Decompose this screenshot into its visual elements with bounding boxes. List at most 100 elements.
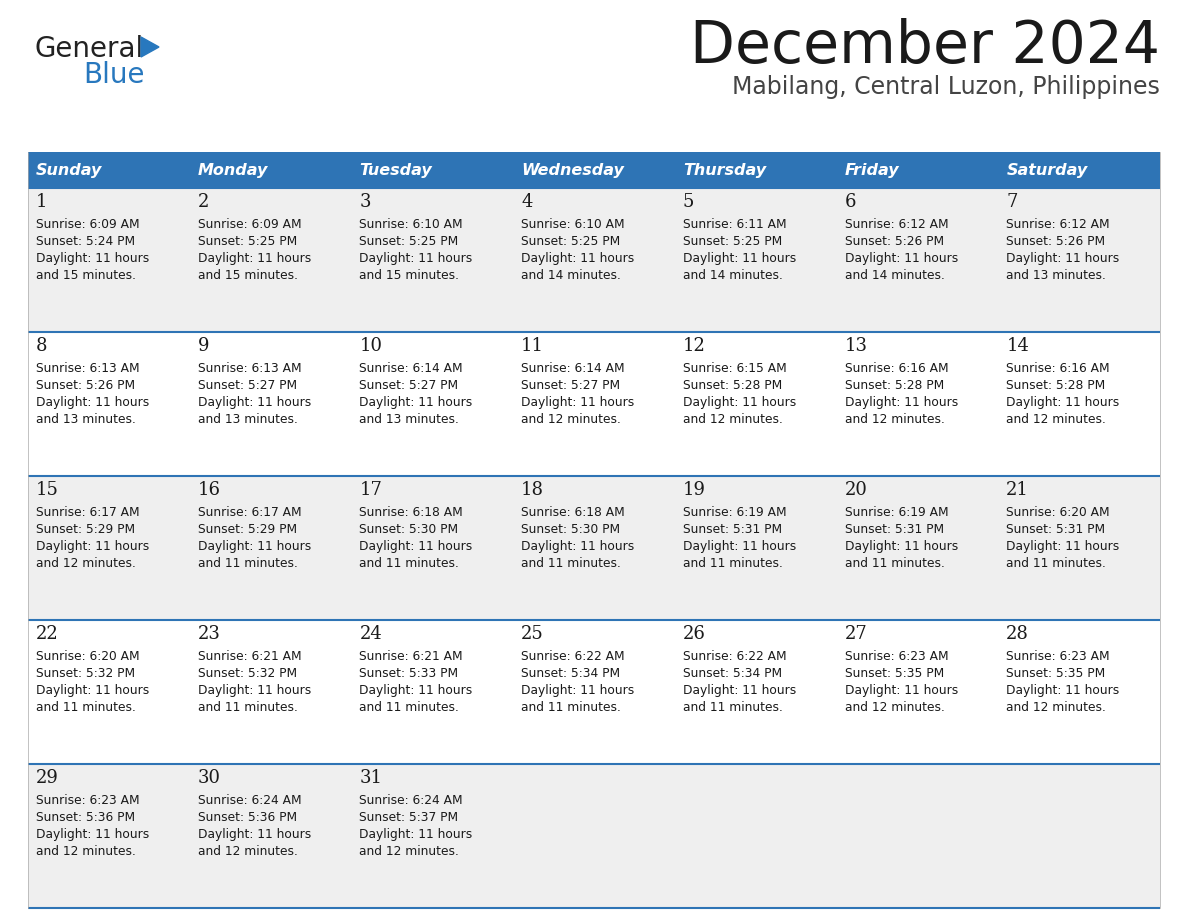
Text: and 11 minutes.: and 11 minutes. xyxy=(197,701,297,714)
Text: 10: 10 xyxy=(360,337,383,355)
Text: Sunset: 5:26 PM: Sunset: 5:26 PM xyxy=(1006,235,1105,248)
Text: Sunset: 5:30 PM: Sunset: 5:30 PM xyxy=(522,523,620,536)
Text: Daylight: 11 hours: Daylight: 11 hours xyxy=(1006,252,1119,265)
Text: Wednesday: Wednesday xyxy=(522,163,624,178)
Text: 20: 20 xyxy=(845,481,867,499)
Text: Sunset: 5:26 PM: Sunset: 5:26 PM xyxy=(845,235,943,248)
Text: and 11 minutes.: and 11 minutes. xyxy=(360,701,460,714)
Text: Sunrise: 6:13 AM: Sunrise: 6:13 AM xyxy=(197,362,302,375)
Text: Daylight: 11 hours: Daylight: 11 hours xyxy=(197,252,311,265)
Text: Sunrise: 6:12 AM: Sunrise: 6:12 AM xyxy=(845,218,948,231)
Text: Sunrise: 6:10 AM: Sunrise: 6:10 AM xyxy=(360,218,463,231)
Text: Sunset: 5:30 PM: Sunset: 5:30 PM xyxy=(360,523,459,536)
Text: 29: 29 xyxy=(36,769,59,787)
Text: Friday: Friday xyxy=(845,163,899,178)
Text: 14: 14 xyxy=(1006,337,1029,355)
Text: Sunrise: 6:24 AM: Sunrise: 6:24 AM xyxy=(197,794,302,807)
Text: Sunset: 5:25 PM: Sunset: 5:25 PM xyxy=(197,235,297,248)
Text: Daylight: 11 hours: Daylight: 11 hours xyxy=(197,684,311,697)
Bar xyxy=(29,332,1159,476)
Text: and 15 minutes.: and 15 minutes. xyxy=(36,269,135,282)
Text: Daylight: 11 hours: Daylight: 11 hours xyxy=(522,684,634,697)
Text: Daylight: 11 hours: Daylight: 11 hours xyxy=(1006,540,1119,553)
Text: Daylight: 11 hours: Daylight: 11 hours xyxy=(845,396,958,409)
Text: 30: 30 xyxy=(197,769,221,787)
Text: Daylight: 11 hours: Daylight: 11 hours xyxy=(845,540,958,553)
Text: Sunset: 5:31 PM: Sunset: 5:31 PM xyxy=(845,523,943,536)
Text: Sunset: 5:28 PM: Sunset: 5:28 PM xyxy=(683,379,782,392)
Text: 22: 22 xyxy=(36,625,58,643)
Text: Daylight: 11 hours: Daylight: 11 hours xyxy=(36,396,150,409)
Text: Sunrise: 6:21 AM: Sunrise: 6:21 AM xyxy=(197,650,302,663)
Text: 28: 28 xyxy=(1006,625,1029,643)
Text: Mabilang, Central Luzon, Philippines: Mabilang, Central Luzon, Philippines xyxy=(732,75,1159,99)
Text: Sunset: 5:31 PM: Sunset: 5:31 PM xyxy=(1006,523,1105,536)
Text: Daylight: 11 hours: Daylight: 11 hours xyxy=(360,684,473,697)
Text: 23: 23 xyxy=(197,625,221,643)
Text: 4: 4 xyxy=(522,193,532,211)
Text: Sunset: 5:33 PM: Sunset: 5:33 PM xyxy=(360,667,459,680)
Text: Daylight: 11 hours: Daylight: 11 hours xyxy=(522,396,634,409)
Text: Sunset: 5:32 PM: Sunset: 5:32 PM xyxy=(197,667,297,680)
Text: Daylight: 11 hours: Daylight: 11 hours xyxy=(683,684,796,697)
Text: 12: 12 xyxy=(683,337,706,355)
Text: Sunrise: 6:09 AM: Sunrise: 6:09 AM xyxy=(36,218,140,231)
Text: Daylight: 11 hours: Daylight: 11 hours xyxy=(36,540,150,553)
Text: Sunset: 5:27 PM: Sunset: 5:27 PM xyxy=(522,379,620,392)
Text: 24: 24 xyxy=(360,625,383,643)
Text: Daylight: 11 hours: Daylight: 11 hours xyxy=(197,828,311,841)
Text: and 14 minutes.: and 14 minutes. xyxy=(522,269,621,282)
Text: Sunrise: 6:10 AM: Sunrise: 6:10 AM xyxy=(522,218,625,231)
Text: Daylight: 11 hours: Daylight: 11 hours xyxy=(360,540,473,553)
Polygon shape xyxy=(141,37,159,57)
Text: Sunrise: 6:23 AM: Sunrise: 6:23 AM xyxy=(845,650,948,663)
Text: Sunset: 5:27 PM: Sunset: 5:27 PM xyxy=(197,379,297,392)
Text: Sunset: 5:28 PM: Sunset: 5:28 PM xyxy=(845,379,943,392)
Text: Sunrise: 6:22 AM: Sunrise: 6:22 AM xyxy=(522,650,625,663)
Text: Daylight: 11 hours: Daylight: 11 hours xyxy=(360,396,473,409)
Text: 15: 15 xyxy=(36,481,59,499)
Text: Sunrise: 6:17 AM: Sunrise: 6:17 AM xyxy=(197,506,302,519)
Text: Daylight: 11 hours: Daylight: 11 hours xyxy=(36,684,150,697)
Text: Sunrise: 6:24 AM: Sunrise: 6:24 AM xyxy=(360,794,463,807)
Text: and 11 minutes.: and 11 minutes. xyxy=(197,557,297,570)
Text: and 14 minutes.: and 14 minutes. xyxy=(683,269,783,282)
Text: Sunrise: 6:09 AM: Sunrise: 6:09 AM xyxy=(197,218,302,231)
Text: Sunrise: 6:23 AM: Sunrise: 6:23 AM xyxy=(36,794,140,807)
Text: and 12 minutes.: and 12 minutes. xyxy=(1006,413,1106,426)
Text: and 11 minutes.: and 11 minutes. xyxy=(522,701,621,714)
Text: and 12 minutes.: and 12 minutes. xyxy=(683,413,783,426)
Text: and 12 minutes.: and 12 minutes. xyxy=(522,413,621,426)
Text: Sunday: Sunday xyxy=(36,163,102,178)
Text: Sunrise: 6:18 AM: Sunrise: 6:18 AM xyxy=(360,506,463,519)
Text: 13: 13 xyxy=(845,337,867,355)
Text: Sunset: 5:36 PM: Sunset: 5:36 PM xyxy=(36,811,135,824)
Text: and 11 minutes.: and 11 minutes. xyxy=(36,701,135,714)
Bar xyxy=(513,152,675,188)
Text: and 11 minutes.: and 11 minutes. xyxy=(522,557,621,570)
Text: Sunrise: 6:19 AM: Sunrise: 6:19 AM xyxy=(683,506,786,519)
Text: Sunset: 5:37 PM: Sunset: 5:37 PM xyxy=(360,811,459,824)
Text: and 12 minutes.: and 12 minutes. xyxy=(1006,701,1106,714)
Text: 7: 7 xyxy=(1006,193,1018,211)
Text: Daylight: 11 hours: Daylight: 11 hours xyxy=(522,252,634,265)
Text: 2: 2 xyxy=(197,193,209,211)
Text: Saturday: Saturday xyxy=(1006,163,1087,178)
Text: 27: 27 xyxy=(845,625,867,643)
Text: Daylight: 11 hours: Daylight: 11 hours xyxy=(1006,684,1119,697)
Text: 19: 19 xyxy=(683,481,706,499)
Text: December 2024: December 2024 xyxy=(690,18,1159,75)
Bar xyxy=(352,152,513,188)
Text: 9: 9 xyxy=(197,337,209,355)
Text: and 11 minutes.: and 11 minutes. xyxy=(360,557,460,570)
Text: 16: 16 xyxy=(197,481,221,499)
Text: Sunset: 5:34 PM: Sunset: 5:34 PM xyxy=(683,667,782,680)
Text: Daylight: 11 hours: Daylight: 11 hours xyxy=(197,540,311,553)
Text: Sunrise: 6:18 AM: Sunrise: 6:18 AM xyxy=(522,506,625,519)
Text: and 11 minutes.: and 11 minutes. xyxy=(683,557,783,570)
Text: 21: 21 xyxy=(1006,481,1029,499)
Text: Sunrise: 6:16 AM: Sunrise: 6:16 AM xyxy=(845,362,948,375)
Bar xyxy=(190,152,352,188)
Text: Sunrise: 6:22 AM: Sunrise: 6:22 AM xyxy=(683,650,786,663)
Text: Sunrise: 6:20 AM: Sunrise: 6:20 AM xyxy=(36,650,140,663)
